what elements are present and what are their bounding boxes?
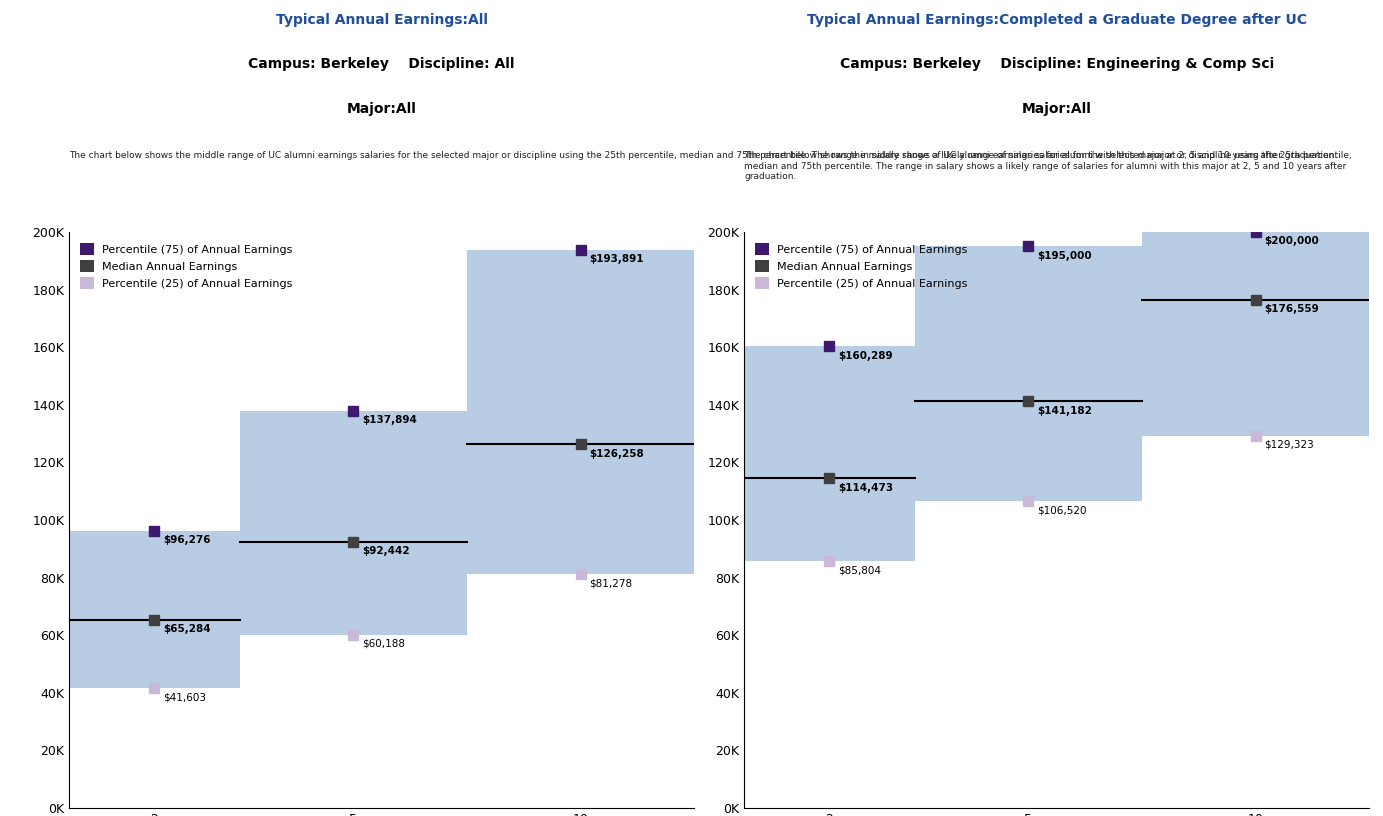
Text: $193,891: $193,891	[589, 254, 643, 264]
Bar	[69, 530, 239, 688]
Bar	[239, 411, 467, 635]
Text: $81,278: $81,278	[589, 579, 632, 588]
Text: $114,473: $114,473	[838, 482, 893, 493]
Text: $106,520: $106,520	[1037, 505, 1086, 516]
Text: $96,276: $96,276	[163, 535, 210, 545]
Text: $60,188: $60,188	[362, 639, 405, 649]
Text: Typical Annual Earnings:Completed a Graduate Degree after UC: Typical Annual Earnings:Completed a Grad…	[806, 12, 1307, 27]
Text: $126,258: $126,258	[589, 449, 644, 459]
Text: $176,559: $176,559	[1264, 304, 1319, 314]
Legend: Percentile (75) of Annual Earnings, Median Annual Earnings, Percentile (25) of A: Percentile (75) of Annual Earnings, Medi…	[750, 237, 974, 295]
Legend: Percentile (75) of Annual Earnings, Median Annual Earnings, Percentile (25) of A: Percentile (75) of Annual Earnings, Medi…	[75, 237, 299, 295]
Text: The chart below shows the middle range of UC alumni earnings salaries for the se: The chart below shows the middle range o…	[69, 152, 1337, 161]
Text: Major:All: Major:All	[1022, 102, 1091, 116]
Bar	[1142, 232, 1369, 436]
Text: $195,000: $195,000	[1037, 251, 1091, 261]
Bar	[467, 250, 694, 574]
Text: Typical Annual Earnings:All: Typical Annual Earnings:All	[275, 12, 488, 27]
Text: $200,000: $200,000	[1264, 237, 1319, 246]
Text: Campus: Berkeley    Discipline: All: Campus: Berkeley Discipline: All	[249, 57, 514, 72]
Text: $141,182: $141,182	[1037, 406, 1091, 415]
Bar	[914, 246, 1142, 501]
Text: Major:All: Major:All	[347, 102, 416, 116]
Bar	[744, 347, 914, 561]
Text: $85,804: $85,804	[838, 565, 881, 575]
Text: $92,442: $92,442	[362, 546, 409, 556]
Text: $160,289: $160,289	[838, 351, 892, 361]
Text: $65,284: $65,284	[163, 624, 210, 634]
Text: $129,323: $129,323	[1264, 440, 1314, 450]
Text: Campus: Berkeley    Discipline: Engineering & Comp Sci: Campus: Berkeley Discipline: Engineering…	[839, 57, 1274, 72]
Text: The chart below shows the middle range of UC alumni earnings salaries for the se: The chart below shows the middle range o…	[744, 152, 1353, 181]
Text: $41,603: $41,603	[163, 693, 206, 703]
Text: $137,894: $137,894	[362, 415, 416, 425]
